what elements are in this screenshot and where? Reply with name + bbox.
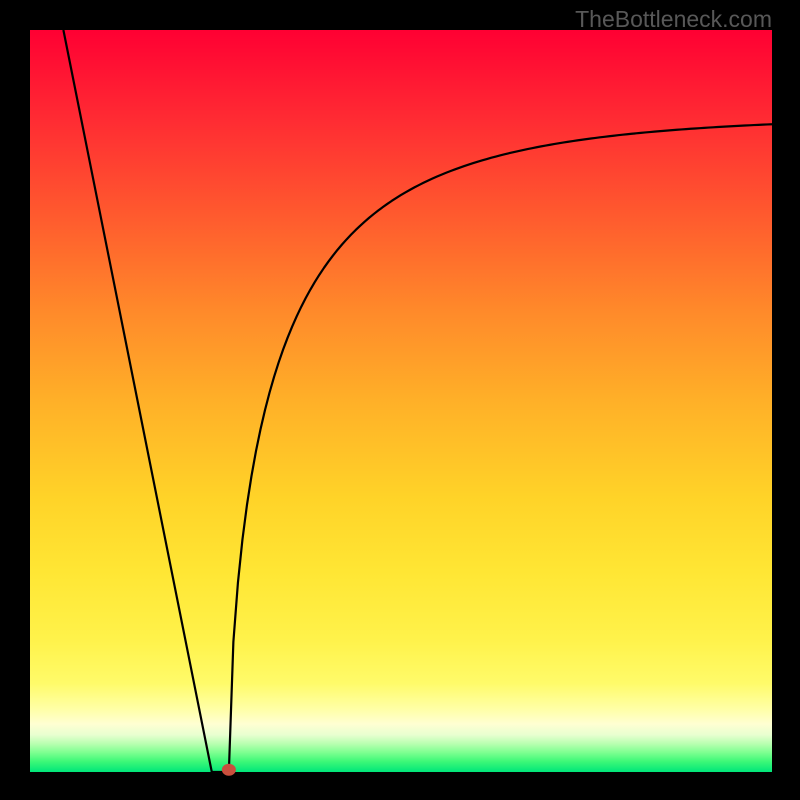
chart-container: TheBottleneck.com (0, 0, 800, 800)
bottleneck-curve (63, 30, 772, 772)
chart-svg (0, 0, 800, 800)
watermark-text: TheBottleneck.com (575, 6, 772, 33)
optimum-marker (222, 764, 236, 776)
